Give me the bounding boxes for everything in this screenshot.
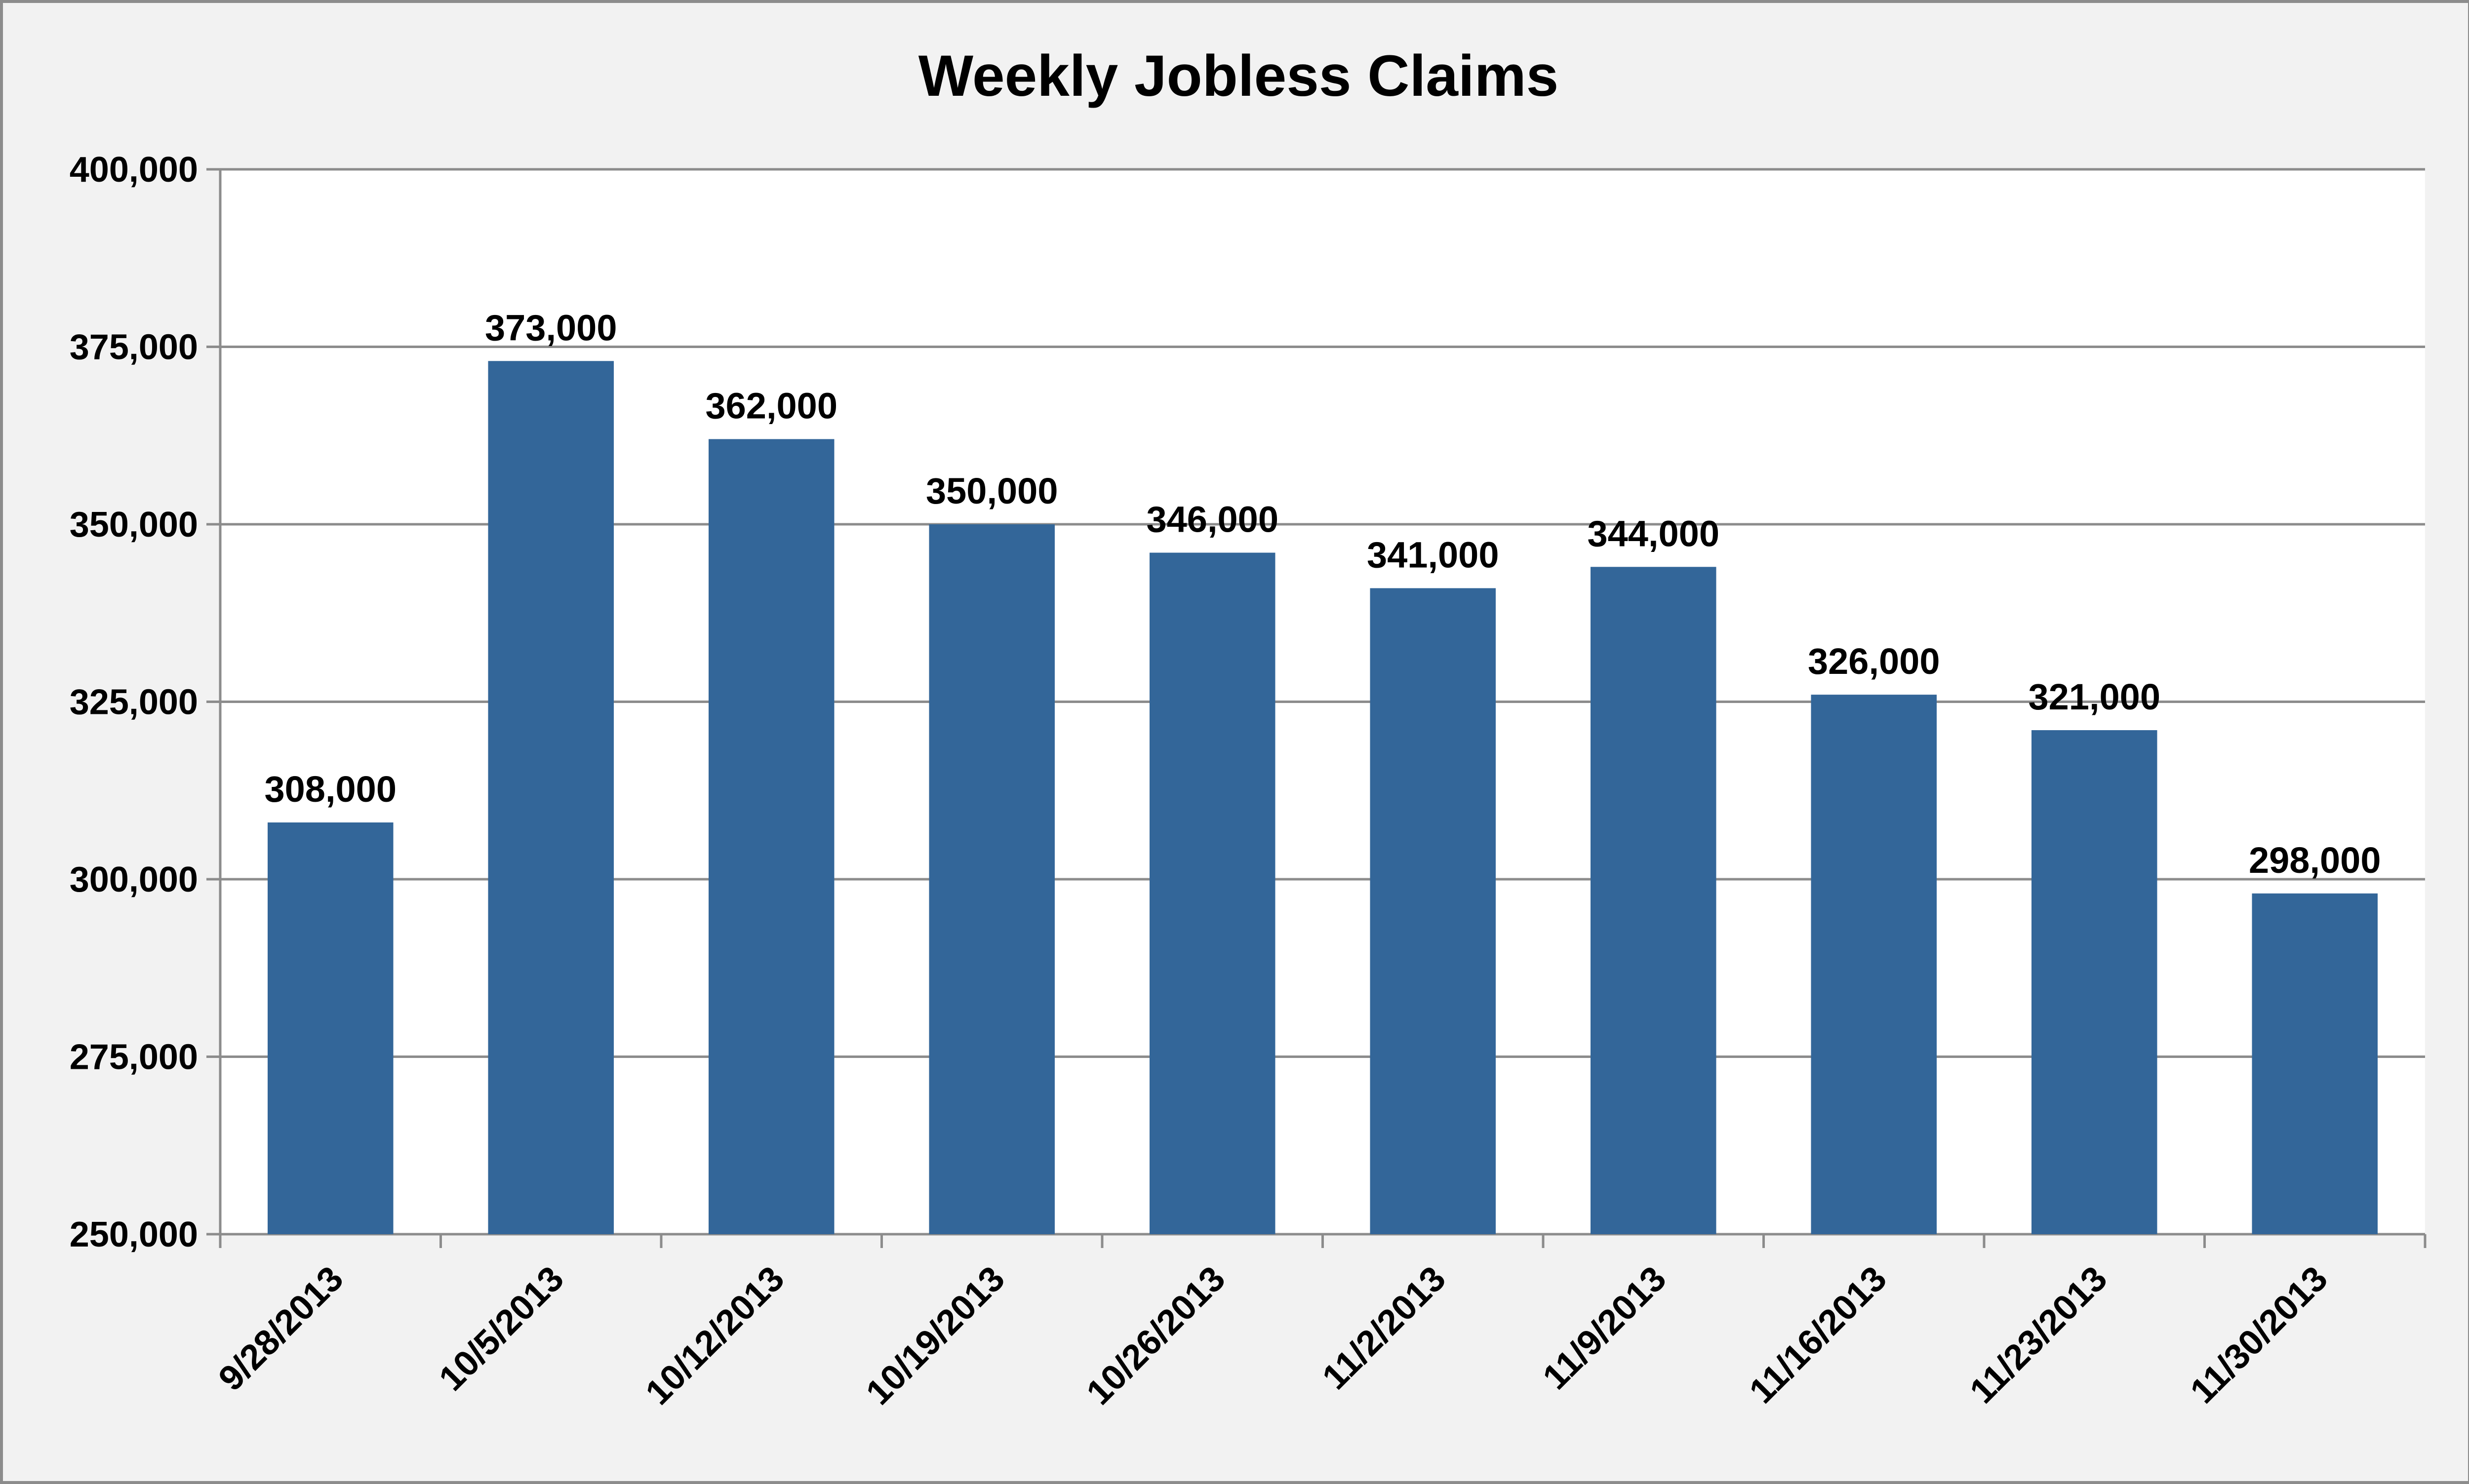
data-label: 346,000 [1147,499,1279,540]
data-label: 373,000 [485,307,617,348]
data-label: 350,000 [926,470,1058,511]
bar [2031,730,2157,1234]
bar [1590,567,1716,1234]
data-label: 321,000 [2029,676,2161,717]
bar [2252,893,2378,1234]
y-tick-label: 400,000 [70,150,198,190]
x-tick-label: 10/5/2013 [432,1259,571,1399]
x-tick-label: 11/16/2013 [1742,1259,1894,1411]
data-label: 308,000 [265,769,397,810]
x-tick-label: 10/12/2013 [638,1259,792,1412]
y-tick-label: 350,000 [70,505,198,545]
data-label: 326,000 [1808,641,1940,682]
y-tick-label: 275,000 [70,1038,198,1077]
y-tick-label: 300,000 [70,860,198,899]
data-label: 344,000 [1588,513,1720,554]
bar [1370,588,1496,1234]
x-tick-label: 11/23/2013 [1962,1259,2115,1411]
x-tick-label: 11/9/2013 [1535,1259,1673,1397]
bar [1149,552,1275,1234]
data-label: 341,000 [1367,534,1499,575]
bar-chart: 250,000 275,000 300,000 325,000 350,000 375,0… [70,150,2427,1412]
bar [1811,695,1937,1234]
y-tick-label: 250,000 [70,1215,198,1254]
x-tick-label: 11/30/2013 [2183,1259,2335,1411]
x-tick-label: 10/19/2013 [859,1259,1012,1412]
bar [929,524,1055,1234]
y-tick-label: 325,000 [70,683,198,722]
bar [708,439,835,1235]
data-label: 362,000 [706,385,838,426]
bar [488,361,614,1234]
y-tick-label: 375,000 [70,328,198,367]
x-tick-label: 10/26/2013 [1079,1259,1233,1412]
x-tick-label: 11/2/2013 [1315,1259,1453,1397]
chart-title: Weekly Jobless Claims [918,43,1559,109]
data-label: 298,000 [2249,840,2381,881]
x-tick-label: 9/28/2013 [211,1259,351,1399]
bar [267,822,394,1234]
